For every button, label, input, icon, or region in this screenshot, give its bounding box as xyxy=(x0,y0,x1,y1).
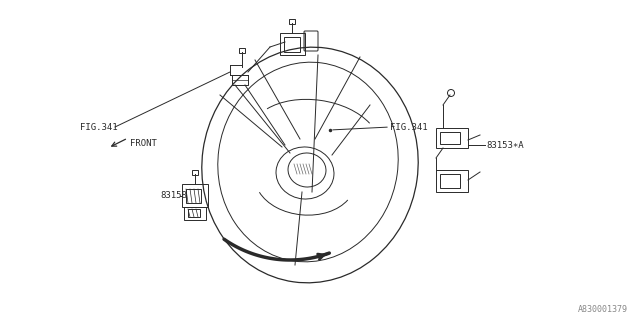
Bar xyxy=(239,48,245,53)
Bar xyxy=(289,19,295,24)
Text: FRONT: FRONT xyxy=(130,139,157,148)
Text: 83158: 83158 xyxy=(160,191,187,201)
Bar xyxy=(284,37,300,52)
Bar xyxy=(440,132,460,144)
Bar xyxy=(280,33,305,55)
Bar xyxy=(436,128,468,148)
Bar xyxy=(184,207,206,220)
Text: 83153∗A: 83153∗A xyxy=(486,140,524,149)
Text: FIG.341: FIG.341 xyxy=(80,123,118,132)
Bar xyxy=(192,170,198,175)
Bar xyxy=(440,174,460,188)
Bar xyxy=(232,75,248,85)
Text: FIG.341: FIG.341 xyxy=(390,123,428,132)
Bar xyxy=(188,209,200,217)
Bar xyxy=(186,189,201,203)
Bar xyxy=(436,170,468,192)
Bar xyxy=(182,184,208,207)
Text: A830001379: A830001379 xyxy=(578,305,628,314)
